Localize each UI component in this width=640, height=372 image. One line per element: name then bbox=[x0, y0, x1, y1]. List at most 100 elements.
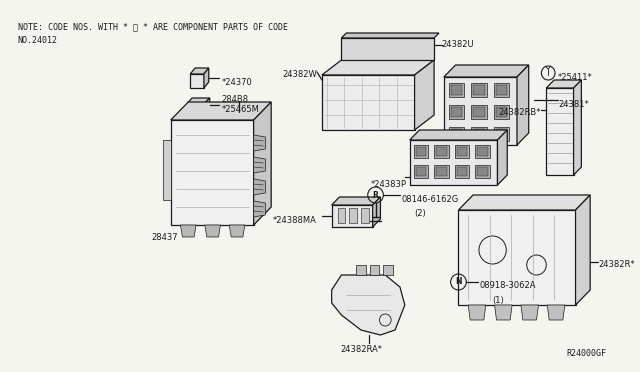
Polygon shape bbox=[356, 265, 366, 275]
Polygon shape bbox=[458, 195, 590, 210]
Polygon shape bbox=[495, 85, 508, 95]
Polygon shape bbox=[449, 127, 465, 141]
Polygon shape bbox=[322, 75, 415, 130]
Polygon shape bbox=[434, 145, 449, 158]
Polygon shape bbox=[477, 167, 488, 176]
Polygon shape bbox=[410, 140, 497, 185]
Polygon shape bbox=[475, 145, 490, 158]
Polygon shape bbox=[372, 197, 380, 227]
Polygon shape bbox=[332, 275, 405, 335]
Polygon shape bbox=[349, 208, 357, 223]
Polygon shape bbox=[188, 103, 205, 112]
Text: 24382U: 24382U bbox=[442, 40, 474, 49]
Polygon shape bbox=[190, 74, 204, 88]
Polygon shape bbox=[473, 129, 485, 139]
Polygon shape bbox=[253, 102, 271, 225]
Polygon shape bbox=[458, 210, 575, 305]
Polygon shape bbox=[468, 305, 486, 320]
Polygon shape bbox=[471, 83, 487, 97]
Polygon shape bbox=[253, 157, 266, 173]
Text: 24382RB*: 24382RB* bbox=[499, 108, 541, 117]
Polygon shape bbox=[495, 305, 512, 320]
Text: R24000GF: R24000GF bbox=[567, 349, 607, 358]
Polygon shape bbox=[451, 129, 462, 139]
Polygon shape bbox=[517, 65, 529, 145]
Polygon shape bbox=[204, 68, 209, 88]
Polygon shape bbox=[456, 147, 467, 156]
Text: NO.24012: NO.24012 bbox=[17, 36, 58, 45]
Polygon shape bbox=[332, 205, 372, 227]
Polygon shape bbox=[415, 167, 426, 176]
Polygon shape bbox=[575, 195, 590, 305]
Text: (2): (2) bbox=[415, 208, 426, 218]
Text: NOTE: CODE NOS. WITH * ※ * ARE COMPONENT PARTS OF CODE: NOTE: CODE NOS. WITH * ※ * ARE COMPONENT… bbox=[17, 22, 287, 31]
Text: 24381*: 24381* bbox=[558, 99, 589, 109]
Text: 08146-6162G: 08146-6162G bbox=[402, 195, 459, 203]
Polygon shape bbox=[190, 68, 209, 74]
Text: *24388MA: *24388MA bbox=[273, 215, 317, 224]
Polygon shape bbox=[454, 165, 469, 178]
Polygon shape bbox=[477, 147, 488, 156]
Text: 284B8: 284B8 bbox=[221, 95, 249, 104]
Text: 24382RA*: 24382RA* bbox=[340, 345, 382, 354]
Polygon shape bbox=[332, 197, 380, 205]
Polygon shape bbox=[547, 88, 573, 175]
Polygon shape bbox=[322, 60, 434, 75]
Polygon shape bbox=[337, 208, 346, 223]
Polygon shape bbox=[495, 129, 508, 139]
Polygon shape bbox=[410, 130, 508, 140]
Polygon shape bbox=[415, 60, 434, 130]
Polygon shape bbox=[434, 165, 449, 178]
Polygon shape bbox=[171, 102, 271, 120]
Polygon shape bbox=[253, 201, 266, 217]
Polygon shape bbox=[471, 105, 487, 119]
Polygon shape bbox=[205, 225, 220, 237]
Polygon shape bbox=[493, 105, 509, 119]
Polygon shape bbox=[444, 65, 529, 77]
Text: *24383P: *24383P bbox=[371, 180, 406, 189]
Polygon shape bbox=[451, 85, 462, 95]
Polygon shape bbox=[473, 85, 485, 95]
Polygon shape bbox=[171, 120, 253, 225]
Polygon shape bbox=[454, 145, 469, 158]
Polygon shape bbox=[444, 77, 517, 145]
Polygon shape bbox=[449, 83, 465, 97]
Text: (1): (1) bbox=[493, 295, 504, 305]
Polygon shape bbox=[436, 167, 447, 176]
Text: *25411*: *25411* bbox=[558, 73, 593, 81]
Text: N: N bbox=[455, 278, 461, 286]
Text: 28437: 28437 bbox=[151, 233, 178, 242]
Polygon shape bbox=[573, 80, 581, 175]
Polygon shape bbox=[229, 225, 245, 237]
Polygon shape bbox=[449, 105, 465, 119]
Polygon shape bbox=[341, 38, 434, 60]
Polygon shape bbox=[341, 33, 439, 38]
Polygon shape bbox=[370, 265, 380, 275]
Polygon shape bbox=[475, 165, 490, 178]
Polygon shape bbox=[471, 127, 487, 141]
Polygon shape bbox=[180, 225, 196, 237]
Polygon shape bbox=[521, 305, 538, 320]
Polygon shape bbox=[456, 167, 467, 176]
Polygon shape bbox=[413, 165, 428, 178]
Polygon shape bbox=[547, 305, 564, 320]
Polygon shape bbox=[495, 107, 508, 117]
Polygon shape bbox=[547, 80, 581, 88]
Polygon shape bbox=[253, 179, 266, 195]
Polygon shape bbox=[451, 107, 462, 117]
Text: *25465M: *25465M bbox=[221, 105, 259, 113]
Polygon shape bbox=[413, 145, 428, 158]
Polygon shape bbox=[497, 130, 508, 185]
Polygon shape bbox=[188, 98, 210, 103]
Text: *24370: *24370 bbox=[221, 77, 252, 87]
Text: 08918-3062A: 08918-3062A bbox=[480, 282, 536, 291]
Text: R: R bbox=[372, 190, 378, 199]
Text: 24382R*: 24382R* bbox=[598, 260, 635, 269]
Polygon shape bbox=[473, 107, 485, 117]
Polygon shape bbox=[493, 83, 509, 97]
Polygon shape bbox=[205, 98, 210, 112]
Polygon shape bbox=[436, 147, 447, 156]
Polygon shape bbox=[253, 135, 266, 151]
Polygon shape bbox=[163, 140, 171, 200]
Polygon shape bbox=[415, 147, 426, 156]
